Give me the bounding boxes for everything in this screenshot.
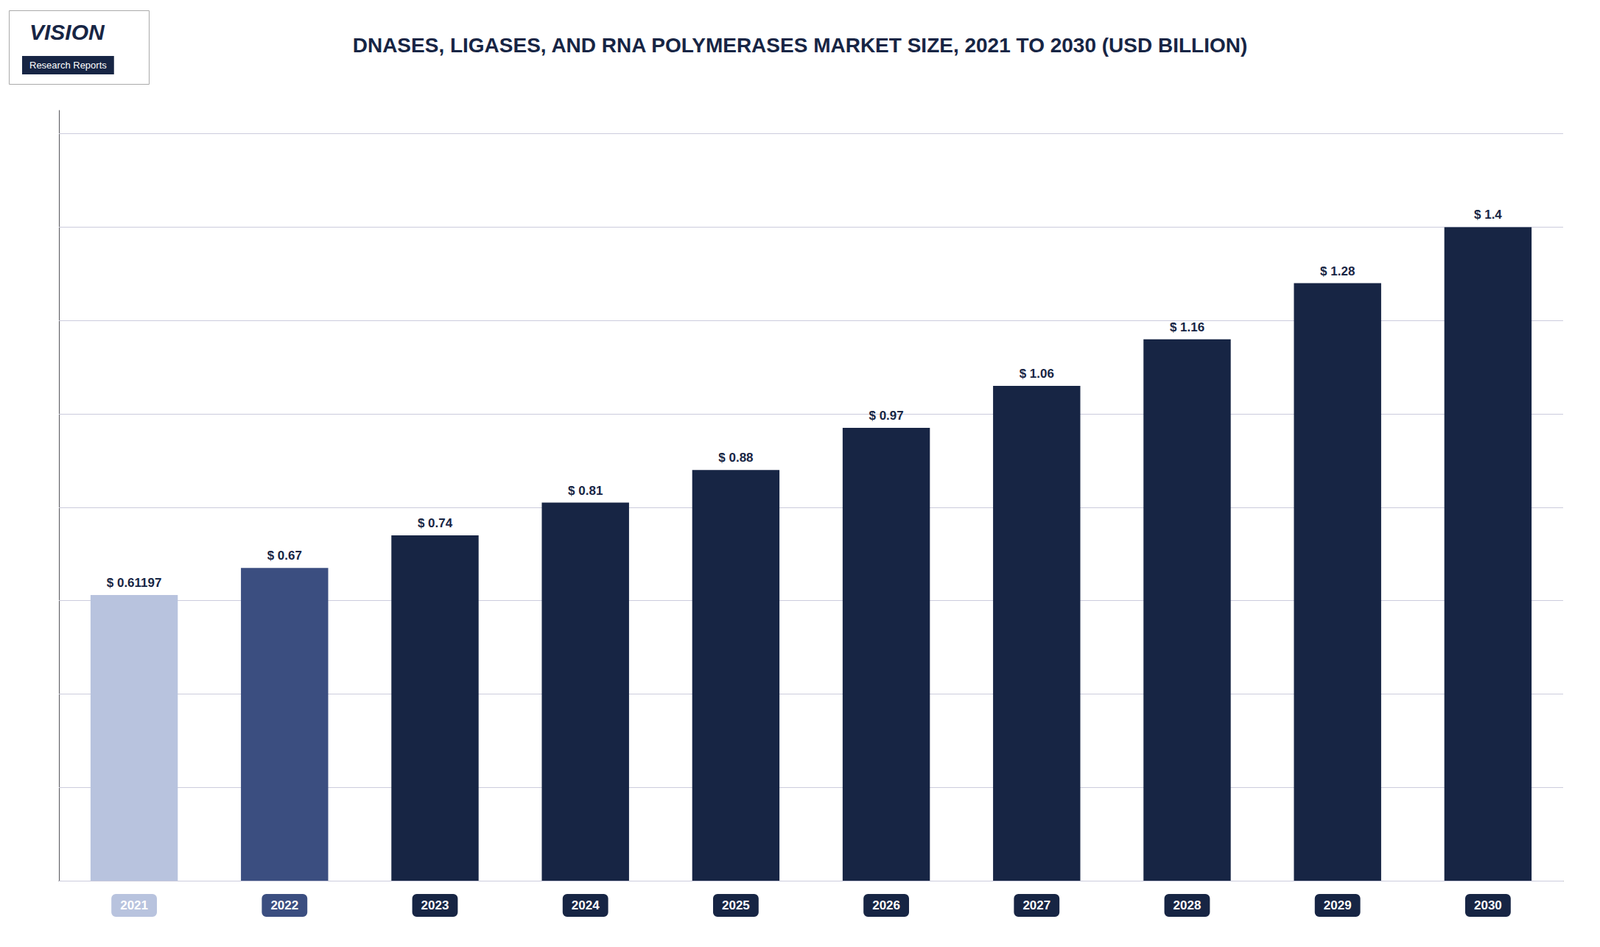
svg-text:2026: 2026 [872,898,901,913]
svg-text:2022: 2022 [270,898,299,913]
svg-text:$ 1.16: $ 1.16 [1169,320,1205,335]
svg-text:$ 1.4: $ 1.4 [1474,207,1503,222]
svg-text:$ 0.88: $ 0.88 [718,450,753,465]
svg-text:$ 0.61197: $ 0.61197 [106,576,163,591]
svg-text:2027: 2027 [1022,898,1051,913]
svg-text:$ 1.28: $ 1.28 [1320,264,1355,279]
svg-text:2021: 2021 [120,898,149,913]
svg-text:VISION: VISION [29,19,106,45]
svg-text:$ 0.97: $ 0.97 [868,408,904,423]
svg-text:DNASES, LIGASES, AND RNA POLYM: DNASES, LIGASES, AND RNA POLYMERASES MAR… [352,33,1248,57]
svg-text:$ 0.67: $ 0.67 [267,548,303,563]
svg-text:2024: 2024 [571,898,600,913]
svg-text:$ 0.81: $ 0.81 [567,483,603,498]
svg-text:2023: 2023 [421,898,450,913]
svg-text:2030: 2030 [1474,898,1503,913]
svg-text:Research Reports: Research Reports [29,59,107,71]
svg-text:$ 0.74: $ 0.74 [417,516,454,531]
svg-text:2029: 2029 [1323,898,1352,913]
svg-text:2025: 2025 [721,898,750,913]
svg-text:$ 1.06: $ 1.06 [1019,366,1055,381]
svg-text:2028: 2028 [1173,898,1202,913]
